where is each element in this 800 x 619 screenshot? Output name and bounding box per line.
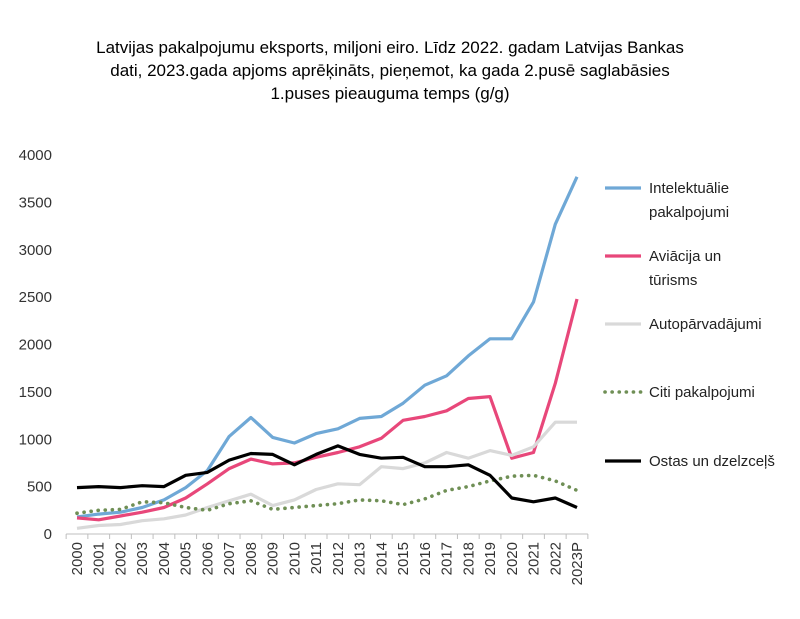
x-tick-label: 2001 xyxy=(91,542,108,575)
legend-label: pakalpojumi xyxy=(649,204,729,221)
legend-label: Autopārvadājumi xyxy=(649,316,762,333)
legend-label: Aviācija un xyxy=(649,248,721,265)
y-tick-label: 3500 xyxy=(19,194,52,211)
legend-label: Citi pakalpojumi xyxy=(649,384,755,401)
x-axis: 2000 2001 2002 2003 2004 2005 2006 2007 2008 2009… xyxy=(65,533,589,585)
legend-label: Intelektuālie xyxy=(649,180,729,197)
x-tick-label: 2008 xyxy=(243,542,260,575)
series-line-3 xyxy=(76,420,577,530)
chart-title-line-1: Latvijas pakalpojumu eksports, miljoni e… xyxy=(96,38,684,57)
x-tick-label: 2017 xyxy=(439,542,456,575)
x-tick-label: 2023P xyxy=(569,542,586,585)
x-tick-label: 2021 xyxy=(526,542,543,575)
x-tick-label: 2018 xyxy=(460,542,477,575)
chart-title-line-2: dati, 2023.gada apjoms aprēķināts, pieņe… xyxy=(110,61,670,80)
series-line-5 xyxy=(76,444,578,509)
y-tick-label: 0 xyxy=(44,526,52,543)
series-line-4 xyxy=(75,473,579,516)
x-tick-label: 2015 xyxy=(395,542,412,575)
x-tick-label: 2009 xyxy=(265,542,282,575)
x-tick-label: 2020 xyxy=(504,542,521,575)
x-tick-label: 2004 xyxy=(156,542,173,575)
y-tick-label: 4000 xyxy=(19,147,52,164)
y-tick-label: 1000 xyxy=(19,431,52,448)
x-tick-label: 2022 xyxy=(547,542,564,575)
x-tick-label: 2007 xyxy=(221,542,238,575)
legend: Intelektuālie pakalpojumi Aviācija un tūris… xyxy=(603,180,775,470)
x-tick-label: 2016 xyxy=(417,542,434,575)
x-tick-label: 2006 xyxy=(199,542,216,575)
x-tick-label: 2010 xyxy=(286,542,303,575)
series-lines xyxy=(75,176,579,530)
legend-label: Ostas un dzelzceļš xyxy=(649,453,775,470)
x-tick-label: 2005 xyxy=(178,542,195,575)
x-tick-label: 2014 xyxy=(373,542,390,575)
y-tick-label: 2500 xyxy=(19,289,52,306)
x-tick-label: 2012 xyxy=(330,542,347,575)
x-tick-label: 2003 xyxy=(134,542,151,575)
x-tick-label: 2002 xyxy=(112,542,129,575)
series-line-2 xyxy=(76,298,579,522)
chart-title: Latvijas pakalpojumu eksports, miljoni e… xyxy=(40,36,740,105)
y-tick-label: 3000 xyxy=(19,242,52,259)
x-tick-label: 2019 xyxy=(482,542,499,575)
chart-title-line-3: 1.puses pieauguma temps (g/g) xyxy=(270,84,510,103)
x-tick-label: 2013 xyxy=(352,542,369,575)
y-tick-label: 2000 xyxy=(19,337,52,354)
y-axis: 0 500 1000 1500 2000 2500 3000 3500 4000 xyxy=(19,147,52,543)
legend-label: tūrisms xyxy=(649,272,697,289)
y-tick-label: 500 xyxy=(27,479,52,496)
y-tick-label: 1500 xyxy=(19,384,52,401)
x-tick-label: 2000 xyxy=(69,542,86,575)
series-line-1 xyxy=(76,176,579,519)
x-tick-label: 2011 xyxy=(308,542,325,574)
